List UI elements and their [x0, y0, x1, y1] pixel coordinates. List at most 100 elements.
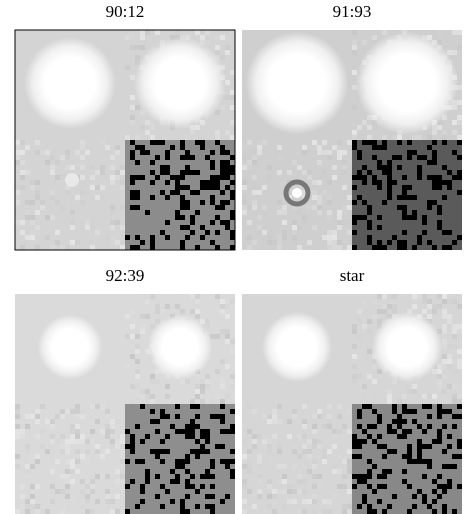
- noise-pixel: [90, 404, 95, 409]
- noise-pixel: [20, 429, 25, 434]
- noise-pixel: [337, 140, 342, 145]
- noise-pixel: [65, 479, 70, 484]
- residual-pixel: [140, 175, 145, 180]
- noise-pixel: [267, 484, 272, 489]
- noise-pixel: [110, 509, 115, 514]
- residual-pixel: [402, 185, 407, 190]
- noise-pixel: [35, 225, 40, 230]
- residual-pixel: [220, 160, 225, 165]
- noise-pixel: [347, 459, 352, 464]
- noise-pixel: [452, 384, 457, 389]
- residual-pixel: [372, 145, 377, 150]
- residual-pixel: [372, 180, 377, 185]
- noise-pixel: [372, 379, 377, 384]
- noise-pixel: [65, 484, 70, 489]
- residual-pixel: [387, 185, 392, 190]
- noise-pixel: [277, 200, 282, 205]
- noise-pixel: [447, 364, 452, 369]
- residual-pixel: [205, 230, 210, 235]
- noise-pixel: [70, 220, 75, 225]
- noise-pixel: [292, 439, 297, 444]
- noise-pixel: [362, 120, 367, 125]
- residual-pixel: [180, 170, 185, 175]
- residual-pixel: [155, 454, 160, 459]
- noise-pixel: [105, 429, 110, 434]
- noise-pixel: [442, 339, 447, 344]
- star-blob: [38, 315, 103, 380]
- noise-pixel: [60, 444, 65, 449]
- noise-pixel: [140, 314, 145, 319]
- residual-pixel: [442, 489, 447, 494]
- noise-pixel: [130, 95, 135, 100]
- residual-pixel: [140, 439, 145, 444]
- noise-pixel: [337, 155, 342, 160]
- residual-pixel: [135, 424, 140, 429]
- noise-pixel: [95, 185, 100, 190]
- star-blob: [24, 37, 116, 129]
- noise-pixel: [287, 170, 292, 175]
- noise-pixel: [20, 494, 25, 499]
- noise-pixel: [317, 160, 322, 165]
- noise-pixel: [252, 205, 257, 210]
- noise-pixel: [160, 130, 165, 135]
- noise-pixel: [115, 439, 120, 444]
- residual-pixel: [407, 459, 412, 464]
- noise-pixel: [347, 449, 352, 454]
- residual-pixel: [442, 165, 447, 170]
- noise-pixel: [327, 150, 332, 155]
- noise-pixel: [247, 245, 252, 250]
- noise-pixel: [80, 489, 85, 494]
- noise-pixel: [437, 304, 442, 309]
- residual-pixel: [220, 170, 225, 175]
- residual-pixel: [377, 419, 382, 424]
- residual-pixel: [427, 200, 432, 205]
- residual-pixel: [150, 160, 155, 165]
- noise-pixel: [327, 509, 332, 514]
- noise-pixel: [90, 220, 95, 225]
- noise-pixel: [220, 399, 225, 404]
- noise-pixel: [272, 414, 277, 419]
- residual-pixel: [160, 504, 165, 509]
- noise-pixel: [120, 459, 125, 464]
- noise-pixel: [432, 130, 437, 135]
- noise-pixel: [397, 399, 402, 404]
- noise-pixel: [247, 205, 252, 210]
- noise-pixel: [95, 439, 100, 444]
- noise-pixel: [60, 409, 65, 414]
- noise-pixel: [195, 30, 200, 35]
- noise-pixel: [200, 35, 205, 40]
- residual-pixel: [130, 155, 135, 160]
- noise-pixel: [80, 165, 85, 170]
- noise-pixel: [252, 190, 257, 195]
- residual-pixel: [422, 474, 427, 479]
- residual-pixel: [170, 175, 175, 180]
- residual-pixel: [165, 489, 170, 494]
- residual-pixel: [402, 205, 407, 210]
- residual-pixel: [215, 444, 220, 449]
- residual-pixel: [417, 444, 422, 449]
- residual-pixel: [225, 175, 230, 180]
- noise-pixel: [272, 419, 277, 424]
- residual-pixel: [442, 449, 447, 454]
- noise-pixel: [145, 30, 150, 35]
- noise-pixel: [55, 205, 60, 210]
- residual-pixel: [377, 414, 382, 419]
- noise-pixel: [257, 479, 262, 484]
- residual-pixel: [185, 155, 190, 160]
- residual-pixel: [427, 160, 432, 165]
- residual-pixel: [417, 165, 422, 170]
- noise-pixel: [50, 419, 55, 424]
- residual-pixel: [210, 195, 215, 200]
- noise-pixel: [30, 484, 35, 489]
- noise-pixel: [90, 479, 95, 484]
- residual-pixel: [195, 454, 200, 459]
- residual-pixel: [170, 424, 175, 429]
- noise-pixel: [15, 190, 20, 195]
- residual-pixel: [442, 230, 447, 235]
- noise-pixel: [110, 240, 115, 245]
- noise-pixel: [302, 509, 307, 514]
- noise-pixel: [302, 444, 307, 449]
- noise-pixel: [80, 439, 85, 444]
- residual-pixel: [180, 215, 185, 220]
- noise-pixel: [292, 484, 297, 489]
